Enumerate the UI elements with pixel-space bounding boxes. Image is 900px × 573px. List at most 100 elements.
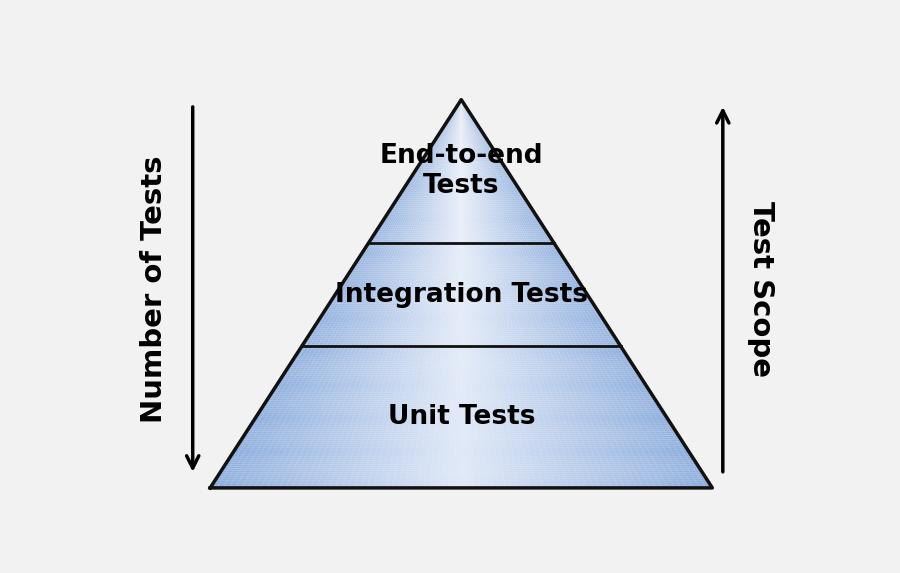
Polygon shape	[670, 439, 677, 441]
Polygon shape	[469, 148, 470, 150]
Polygon shape	[457, 105, 458, 107]
Polygon shape	[445, 244, 447, 245]
Polygon shape	[258, 457, 265, 459]
Polygon shape	[500, 304, 505, 305]
Polygon shape	[472, 214, 474, 216]
Polygon shape	[499, 245, 502, 247]
Polygon shape	[456, 142, 457, 144]
Polygon shape	[551, 375, 555, 377]
Polygon shape	[438, 136, 440, 139]
Polygon shape	[310, 336, 316, 339]
Polygon shape	[442, 164, 444, 166]
Polygon shape	[459, 244, 461, 245]
Polygon shape	[491, 177, 493, 179]
Polygon shape	[353, 377, 358, 379]
Polygon shape	[455, 469, 461, 470]
Polygon shape	[494, 305, 499, 307]
Polygon shape	[443, 175, 444, 177]
Polygon shape	[242, 455, 248, 457]
Polygon shape	[417, 327, 421, 329]
Polygon shape	[394, 356, 399, 358]
Polygon shape	[558, 321, 562, 323]
Polygon shape	[541, 335, 545, 336]
Polygon shape	[566, 323, 571, 325]
Polygon shape	[498, 288, 501, 290]
Polygon shape	[352, 474, 358, 476]
Polygon shape	[518, 261, 522, 262]
Polygon shape	[454, 132, 455, 135]
Polygon shape	[467, 142, 469, 144]
Polygon shape	[431, 466, 437, 469]
Polygon shape	[395, 371, 400, 374]
Polygon shape	[289, 371, 294, 374]
Polygon shape	[493, 381, 498, 383]
Polygon shape	[579, 296, 583, 297]
Polygon shape	[508, 344, 513, 346]
Polygon shape	[465, 331, 469, 332]
Polygon shape	[546, 245, 550, 247]
Polygon shape	[428, 148, 430, 150]
Polygon shape	[609, 385, 615, 387]
Polygon shape	[381, 375, 385, 377]
Polygon shape	[601, 445, 608, 447]
Polygon shape	[489, 195, 491, 197]
Polygon shape	[363, 437, 368, 439]
Polygon shape	[422, 212, 425, 214]
Polygon shape	[544, 418, 549, 420]
Polygon shape	[482, 319, 486, 321]
Polygon shape	[555, 270, 559, 272]
Polygon shape	[371, 449, 376, 451]
Polygon shape	[392, 402, 398, 405]
Polygon shape	[496, 366, 500, 367]
Polygon shape	[458, 288, 461, 290]
Polygon shape	[432, 300, 436, 301]
Polygon shape	[549, 401, 554, 402]
Polygon shape	[447, 272, 450, 274]
Polygon shape	[449, 127, 450, 129]
Polygon shape	[547, 366, 553, 367]
Polygon shape	[533, 216, 536, 218]
Polygon shape	[491, 177, 492, 179]
Polygon shape	[350, 385, 356, 387]
Polygon shape	[292, 434, 300, 435]
Polygon shape	[487, 276, 491, 278]
Polygon shape	[446, 406, 451, 409]
Polygon shape	[529, 321, 534, 323]
Polygon shape	[627, 385, 633, 387]
Polygon shape	[518, 447, 524, 449]
Polygon shape	[430, 236, 433, 237]
Polygon shape	[571, 474, 577, 476]
Polygon shape	[487, 325, 491, 327]
Polygon shape	[320, 321, 325, 323]
Polygon shape	[385, 391, 391, 393]
Polygon shape	[269, 395, 275, 397]
Polygon shape	[591, 311, 596, 313]
Polygon shape	[504, 276, 508, 278]
Polygon shape	[451, 309, 454, 311]
Polygon shape	[613, 412, 619, 414]
Polygon shape	[478, 360, 482, 362]
Polygon shape	[439, 247, 442, 249]
Polygon shape	[389, 253, 392, 255]
Polygon shape	[459, 228, 461, 230]
Polygon shape	[262, 461, 268, 462]
Polygon shape	[413, 262, 417, 265]
Polygon shape	[330, 466, 337, 469]
Polygon shape	[445, 202, 446, 205]
Polygon shape	[266, 444, 273, 445]
Polygon shape	[495, 335, 500, 336]
Polygon shape	[429, 427, 435, 430]
Polygon shape	[474, 167, 476, 170]
Polygon shape	[544, 371, 550, 374]
Polygon shape	[468, 132, 469, 135]
Polygon shape	[405, 414, 410, 416]
Polygon shape	[414, 462, 420, 465]
Polygon shape	[488, 304, 491, 305]
Polygon shape	[448, 123, 450, 125]
Polygon shape	[512, 284, 516, 286]
Polygon shape	[434, 385, 438, 387]
Polygon shape	[320, 445, 328, 447]
Polygon shape	[231, 472, 239, 474]
Polygon shape	[482, 430, 488, 431]
Polygon shape	[308, 340, 313, 342]
